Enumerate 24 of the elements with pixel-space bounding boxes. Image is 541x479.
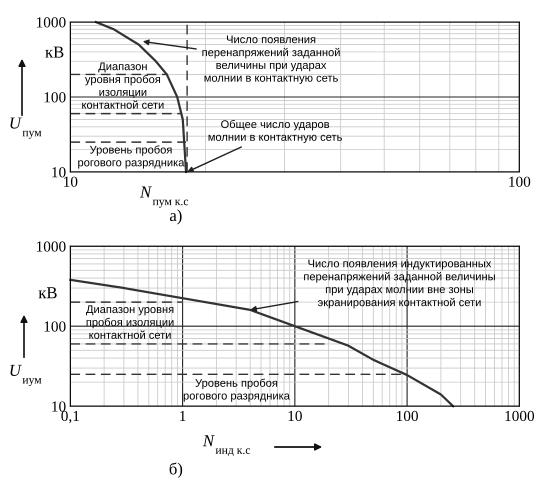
x-axis-title: Nпум к.с	[140, 186, 188, 208]
y-tick-label: 100	[44, 321, 66, 332]
text: а)	[170, 209, 182, 224]
text: кВ	[38, 287, 57, 298]
annotation: Уровень пробоя рогового разрядника	[78, 145, 184, 169]
y-tick-label: 1000	[36, 17, 66, 28]
x-tick-label: 100	[396, 410, 418, 422]
annotation: Общее число ударов молнии в контактную сеть	[208, 120, 342, 144]
y-axis-title: Uпум	[10, 118, 42, 139]
y-axis-title: Uиум	[10, 364, 42, 386]
annotation: Число появления перенапряжений заданной величины при ударах молнии в контактную сеть	[202, 35, 340, 84]
y-tick-label: 100	[44, 92, 66, 102]
annotation: Уровень пробоя рогового разрядника	[184, 378, 290, 402]
y-tick-label: 1000	[36, 241, 66, 252]
text: б)	[170, 462, 182, 478]
text: кВ	[45, 46, 64, 58]
y-tick-label: 10	[52, 401, 66, 412]
y-tick-label: 10	[52, 167, 66, 178]
x-tick-label: 0,1	[61, 410, 79, 424]
x-tick-label: 1000	[505, 410, 534, 422]
annotation: Диапазон уровня пробоя изоляции контактной сети	[82, 62, 164, 109]
x-tick-label: 1	[180, 410, 186, 421]
x-tick-label: 10	[288, 410, 302, 422]
x-axis-title: Nинд к.с	[202, 435, 250, 456]
